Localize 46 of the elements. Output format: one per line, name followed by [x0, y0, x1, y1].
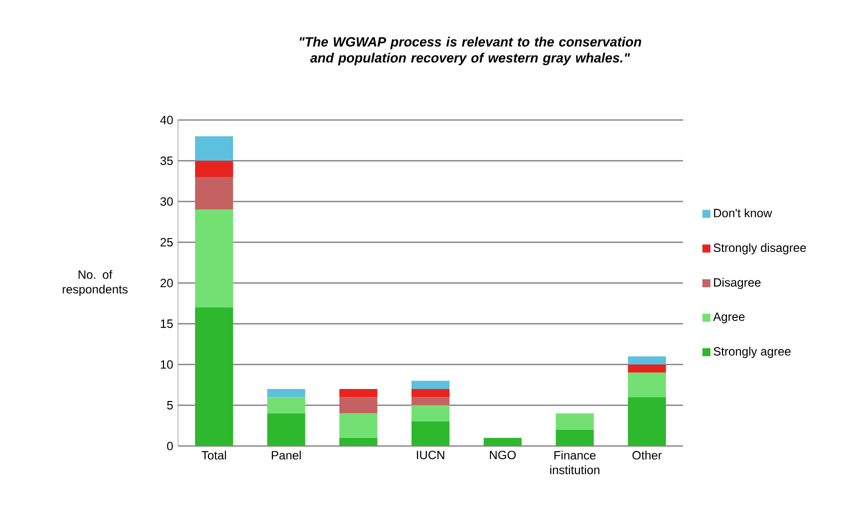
- legend-label: Disagree: [714, 278, 761, 290]
- bar: [412, 380, 450, 389]
- y-tick-label: 25: [160, 238, 173, 247]
- y-tick-label: 10: [160, 360, 173, 369]
- bar: [267, 388, 306, 398]
- bar: [339, 397, 378, 414]
- bar: [556, 430, 594, 446]
- bar: [195, 307, 234, 446]
- bar: [628, 372, 666, 398]
- y-tick-label: 30: [160, 197, 173, 206]
- x-tick-label: Panel: [272, 450, 301, 460]
- y-tick-label: 40: [160, 116, 173, 124]
- bar: [556, 413, 594, 430]
- bar: [412, 422, 450, 446]
- bar: [412, 405, 450, 422]
- bar: [484, 438, 522, 446]
- x-tick-label: NGO: [490, 450, 516, 460]
- legend-label: Agree: [713, 312, 745, 324]
- y-axis-title: No. of respondents: [62, 270, 128, 296]
- x-tick-label: Finance institution: [550, 450, 600, 474]
- bar: [267, 397, 306, 414]
- legend-label: Strongly disagree: [714, 243, 806, 254]
- bar: [195, 136, 234, 161]
- y-tick-label: 35: [160, 156, 173, 166]
- legend-label: Strongly agree: [714, 346, 791, 358]
- bar: [195, 177, 234, 210]
- y-tick-label: 0: [167, 442, 173, 450]
- y-tick-label: 20: [160, 278, 173, 288]
- bar: [339, 413, 378, 438]
- bar: [412, 388, 450, 398]
- bar: [339, 388, 378, 398]
- y-tick-label: 15: [160, 320, 173, 328]
- x-tick-label: IUCN: [416, 450, 444, 460]
- x-tick-label: Other: [632, 450, 662, 460]
- bar: [267, 413, 306, 446]
- bar: [339, 438, 378, 446]
- bar: [628, 397, 666, 446]
- y-tick-label: 5: [167, 401, 173, 410]
- x-tick-label: Total: [202, 450, 226, 460]
- legend-label: Don't know: [714, 208, 772, 218]
- bar: [412, 397, 450, 406]
- bar: [628, 356, 666, 364]
- bar: [195, 160, 234, 178]
- chart-title: "The WGWAP process is relevant to the conservation and population recovery of western gray whales.": [300, 36, 642, 66]
- bar: [628, 364, 666, 373]
- bar: [195, 210, 234, 308]
